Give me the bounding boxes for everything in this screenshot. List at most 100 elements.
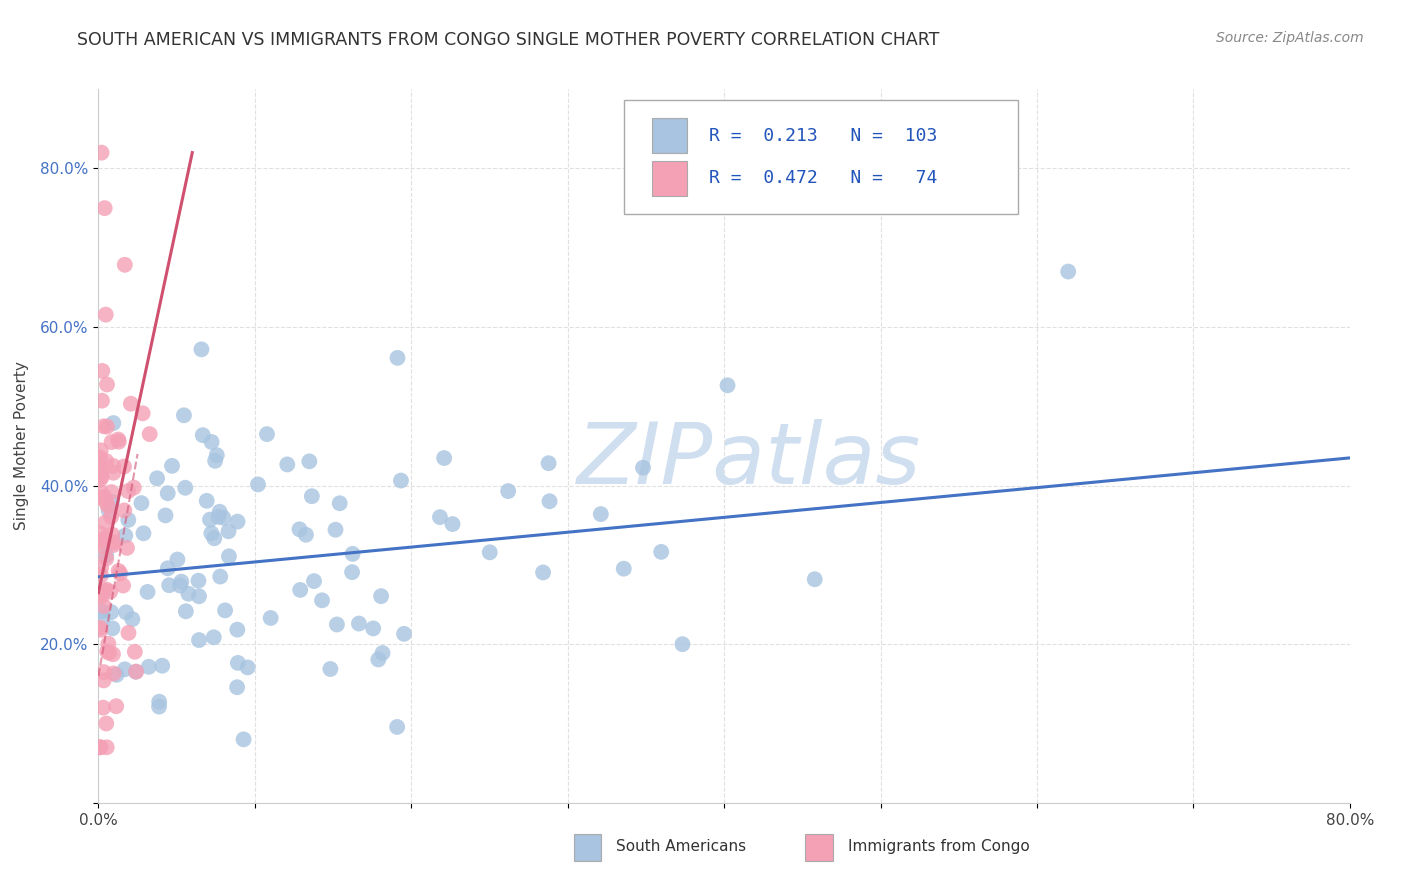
Point [169, 579, 191, 593]
Point [136, 585, 159, 599]
Point [207, 509, 229, 524]
Point [90, 465, 112, 479]
Point [121, 612, 143, 626]
Point [177, 587, 200, 601]
Point [361, 622, 384, 636]
Text: R =  0.472   N =   74: R = 0.472 N = 74 [709, 169, 938, 187]
Point [160, 458, 183, 473]
Point [387, 351, 409, 365]
Point [650, 545, 672, 559]
Point [93, 673, 115, 688]
Point [256, 427, 278, 442]
Point [537, 456, 560, 470]
Point [93, 599, 115, 613]
Point [90, 561, 112, 575]
Point [96, 740, 118, 755]
Point [107, 564, 129, 578]
Point [325, 523, 347, 537]
Point [122, 481, 145, 495]
Point [100, 485, 122, 500]
Point [202, 630, 225, 644]
Point [89, 461, 111, 475]
Point [100, 605, 122, 619]
Point [112, 578, 135, 592]
Point [288, 522, 311, 536]
Point [174, 604, 197, 618]
Point [100, 509, 122, 524]
Point [93, 419, 115, 434]
Point [103, 538, 125, 552]
Point [188, 589, 211, 603]
Point [103, 535, 125, 549]
Point [96, 716, 118, 731]
Point [89, 621, 111, 635]
Point [120, 397, 142, 411]
Point [156, 561, 179, 575]
Point [96, 495, 118, 509]
Point [125, 665, 148, 679]
Point [89, 740, 111, 755]
Point [91, 610, 114, 624]
Point [433, 451, 456, 466]
Point [385, 720, 408, 734]
Point [97, 503, 120, 517]
Point [103, 666, 125, 681]
Point [146, 471, 169, 485]
Point [156, 486, 179, 500]
Point [98, 584, 121, 599]
Point [370, 589, 392, 603]
Point [157, 578, 180, 592]
Point [114, 662, 136, 676]
Point [319, 662, 342, 676]
Point [236, 660, 259, 674]
Point [114, 258, 136, 272]
Point [91, 700, 114, 714]
Point [90, 623, 112, 637]
Point [347, 616, 370, 631]
Point [342, 547, 364, 561]
Text: South Americans: South Americans [616, 839, 747, 855]
Point [531, 566, 554, 580]
Text: Immigrants from Congo: Immigrants from Congo [848, 839, 1029, 855]
Point [326, 617, 349, 632]
Point [93, 583, 115, 598]
Point [392, 627, 415, 641]
Point [212, 510, 235, 524]
Point [209, 569, 232, 583]
Point [90, 145, 112, 160]
Point [198, 513, 221, 527]
Point [89, 534, 111, 549]
Point [803, 572, 825, 586]
Point [496, 484, 519, 499]
Point [246, 477, 269, 491]
Point [204, 454, 226, 468]
Point [195, 493, 218, 508]
Point [298, 454, 321, 468]
Point [114, 528, 136, 542]
Point [589, 507, 612, 521]
Point [1057, 264, 1080, 278]
Point [187, 574, 209, 588]
Point [107, 433, 129, 447]
FancyBboxPatch shape [624, 100, 1018, 214]
Point [340, 565, 363, 579]
Point [101, 495, 124, 509]
Point [538, 494, 561, 508]
Point [311, 593, 333, 607]
Point [208, 505, 231, 519]
Text: Source: ZipAtlas.com: Source: ZipAtlas.com [1216, 31, 1364, 45]
Point [97, 499, 120, 513]
Point [96, 644, 118, 658]
Point [260, 611, 283, 625]
Point [226, 680, 249, 694]
Point [389, 474, 412, 488]
Point [103, 458, 125, 473]
Point [226, 623, 249, 637]
FancyBboxPatch shape [651, 118, 686, 153]
Point [101, 527, 124, 541]
Point [91, 364, 114, 378]
Point [112, 459, 135, 474]
Point [290, 582, 312, 597]
Point [94, 516, 117, 530]
Point [166, 552, 188, 566]
